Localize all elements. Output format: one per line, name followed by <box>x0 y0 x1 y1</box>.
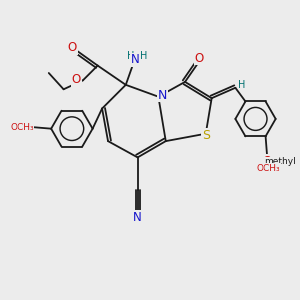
Text: methyl: methyl <box>264 157 296 166</box>
Text: S: S <box>202 129 210 142</box>
Text: N: N <box>133 211 142 224</box>
Text: H: H <box>238 80 246 90</box>
Text: OCH₃: OCH₃ <box>10 123 34 132</box>
Text: N: N <box>158 89 167 102</box>
Text: O: O <box>72 73 81 86</box>
Text: OCH₃: OCH₃ <box>257 164 281 172</box>
Text: O: O <box>68 41 77 54</box>
Text: H: H <box>140 51 147 61</box>
Text: N: N <box>131 53 140 66</box>
Text: O: O <box>262 155 272 168</box>
Text: O: O <box>194 52 204 65</box>
Text: H: H <box>128 51 135 61</box>
